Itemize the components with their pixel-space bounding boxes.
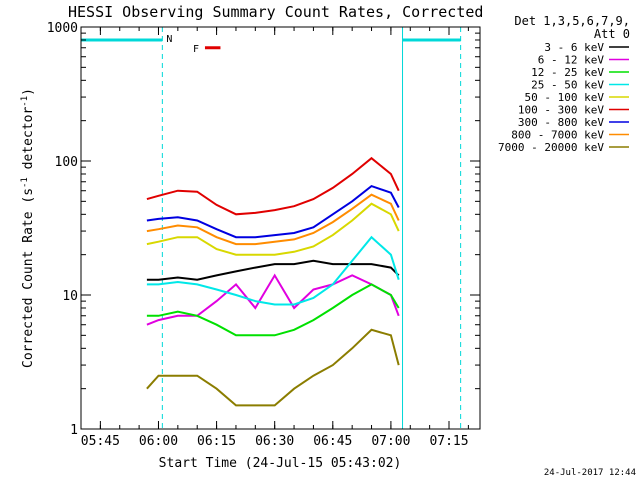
series-line — [146, 283, 400, 337]
legend-label: 25 - 50 keV — [531, 79, 604, 92]
y-tick-label: 10 — [62, 289, 78, 304]
series-line — [146, 328, 400, 407]
footer-date: 24-Jul-2017 12:44 — [544, 468, 636, 478]
y-axis-label-mid: detector — [21, 107, 36, 178]
chart-title: HESSI Observing Summary Count Rates, Cor… — [68, 3, 483, 21]
series-line — [146, 156, 400, 216]
x-tick-label: 07:15 — [429, 434, 468, 449]
x-tick-label: 06:30 — [255, 434, 294, 449]
series-line — [146, 235, 400, 306]
y-axis-label-main: Corrected Count Rate (s — [21, 188, 36, 368]
night-boundaries — [80, 27, 462, 429]
legend-label: 100 - 300 keV — [518, 104, 604, 117]
flare-indicator: F — [193, 44, 221, 55]
x-axis-label: Start Time (24-Jul-15 05:43:02) — [159, 456, 402, 471]
series-lines — [146, 156, 400, 407]
x-tick-label: 06:15 — [197, 434, 236, 449]
series-line — [146, 184, 400, 239]
y-axis-label-end: ) — [21, 88, 36, 96]
y-axis-label-sup2: -1 — [20, 96, 30, 107]
x-tick-label: 06:45 — [313, 434, 352, 449]
x-tick-label: 06:00 — [139, 434, 178, 449]
flare-marker: F — [193, 44, 199, 55]
legend-header-line-2: Att 0 — [594, 27, 630, 41]
series-line — [146, 259, 400, 281]
x-tick-label: 05:45 — [81, 434, 120, 449]
y-tick-label: 1000 — [47, 21, 78, 36]
series-line — [146, 202, 400, 256]
series-line — [146, 273, 400, 326]
y-tick-label: 100 — [55, 155, 78, 170]
legend-label: 300 - 800 keV — [518, 116, 604, 129]
y-tick-label: 1 — [70, 423, 78, 438]
x-tick-label: 07:00 — [371, 434, 410, 449]
series-line — [146, 193, 400, 246]
y-axis-label-sup1: -1 — [20, 177, 30, 188]
legend-label: 7000 - 20000 keV — [498, 141, 604, 154]
legend-header-line-1: Det 1,3,5,6,7,9, — [514, 14, 630, 28]
legend-label: 6 - 12 keV — [538, 54, 605, 67]
night-marker: N — [166, 34, 172, 45]
legend-label: 50 - 100 keV — [525, 91, 605, 104]
legend-label: 800 - 7000 keV — [511, 129, 604, 142]
plot-frame — [80, 26, 481, 430]
y-axis-label: Corrected Count Rate (s-1 detector-1) — [20, 88, 36, 368]
legend-label: 12 - 25 keV — [531, 66, 604, 79]
legend-label: 3 - 6 keV — [544, 41, 604, 54]
night-bars: N — [81, 34, 461, 45]
y-axis-ticks: 1 10 100 1000 — [47, 21, 480, 438]
x-axis-ticks: 05:45 06:00 06:15 06:30 06:45 07:00 07:15 — [80, 27, 469, 449]
